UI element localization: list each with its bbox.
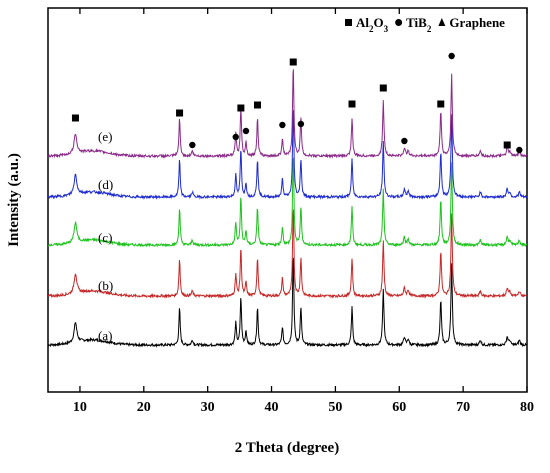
x-axis-ticks: 10 20 30 40 50 60 70 80 bbox=[73, 8, 534, 415]
tib2-peak-marker bbox=[401, 137, 408, 145]
legend-label: Graphene bbox=[449, 15, 505, 30]
series-line bbox=[47, 257, 528, 348]
series-line bbox=[47, 110, 528, 201]
series-line bbox=[47, 209, 527, 299]
tib2-peak-marker bbox=[189, 141, 196, 149]
series-label: (c) bbox=[98, 230, 112, 245]
al2o3-peak-marker bbox=[503, 141, 511, 149]
tib2-peak-marker bbox=[279, 121, 286, 129]
series-label: (a) bbox=[98, 328, 112, 343]
x-tick-label: 70 bbox=[456, 400, 470, 415]
series-label: (e) bbox=[98, 129, 112, 144]
y-axis-title: Intensity (a.u.) bbox=[6, 153, 22, 247]
tib2-peak-marker bbox=[297, 120, 305, 128]
al2o3-peak-marker bbox=[348, 100, 356, 108]
al2o3-peak-marker bbox=[237, 104, 245, 112]
series-label: (d) bbox=[98, 177, 113, 192]
x-tick-label: 80 bbox=[520, 400, 534, 415]
legend-circle-icon bbox=[395, 19, 403, 26]
tib2-peak-marker bbox=[232, 133, 239, 141]
al2o3-peak-marker bbox=[289, 58, 297, 66]
x-tick-label: 10 bbox=[73, 400, 87, 415]
x-tick-label: 30 bbox=[201, 400, 215, 415]
al2o3-peak-marker bbox=[253, 101, 261, 109]
al2o3-peak-marker bbox=[176, 109, 184, 117]
legend-label: TiB2 bbox=[406, 15, 432, 34]
x-tick-label: 40 bbox=[265, 400, 279, 415]
x-tick-label: 20 bbox=[137, 400, 151, 415]
tib2-peak-marker bbox=[516, 146, 523, 154]
legend-triangle-icon bbox=[438, 18, 446, 26]
peak-markers bbox=[71, 52, 523, 154]
series-label: (b) bbox=[98, 278, 113, 293]
plot-frame bbox=[47, 7, 528, 393]
legend-square-icon bbox=[345, 19, 352, 26]
tib2-peak-marker bbox=[448, 52, 455, 60]
x-tick-label: 50 bbox=[328, 400, 342, 415]
al2o3-peak-marker bbox=[71, 114, 79, 122]
series-line bbox=[47, 157, 528, 248]
x-axis-title: 2 Theta (degree) bbox=[235, 440, 339, 456]
al2o3-peak-marker bbox=[437, 100, 445, 108]
x-tick-label: 60 bbox=[392, 400, 406, 415]
al2o3-peak-marker bbox=[379, 84, 387, 92]
legend: Al2O3 TiB2 Graphene bbox=[345, 15, 505, 34]
series-line bbox=[47, 69, 528, 159]
tib2-peak-marker bbox=[242, 127, 250, 135]
series-layer: (a) (b) (c) (d) (e) bbox=[47, 69, 528, 348]
legend-label: Al2O3 bbox=[356, 15, 389, 34]
